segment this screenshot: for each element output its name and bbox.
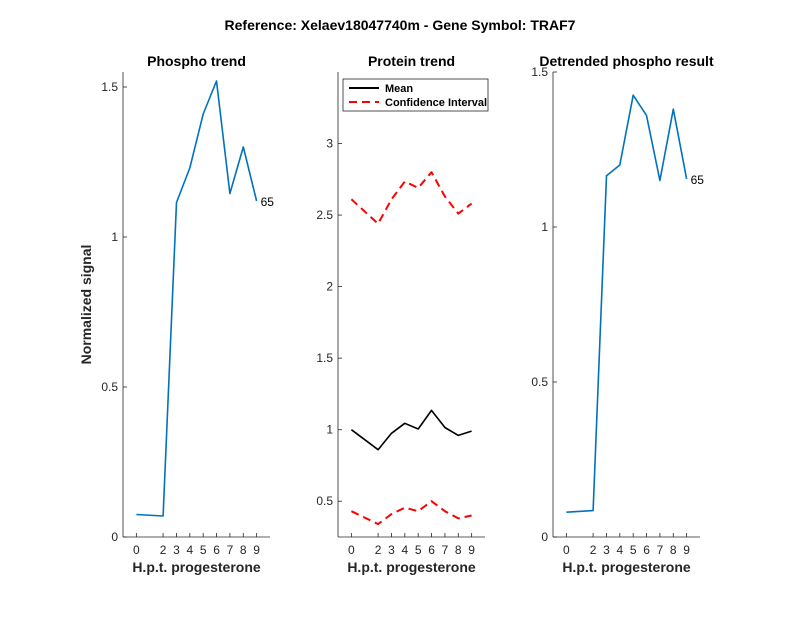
legend: Mean Confidence Interval xyxy=(342,78,489,112)
series-confidence-interval-line xyxy=(350,171,473,225)
y-tick-label: 2 xyxy=(326,280,333,294)
chart-panel-3: 0 0.5 1 1.5 0 2 3 4 5 6 7 8 9 65 Detrended phospho res… xyxy=(531,53,714,575)
x-tick-label: 6 xyxy=(428,543,435,557)
x-tick-label: 3 xyxy=(173,543,180,557)
x-tick-label: 9 xyxy=(683,543,690,557)
end-point-label: 65 xyxy=(261,195,275,209)
series-line-1 xyxy=(136,80,258,517)
x-tick-label: 8 xyxy=(455,543,462,557)
x-tick-label: 3 xyxy=(388,543,395,557)
x-tick-label: 0 xyxy=(563,543,570,557)
chart-panel-1: 0 0.5 1 1.5 0 2 3 4 5 6 7 8 9 65 Phospho trend H.p.t. p… xyxy=(78,53,274,575)
y-tick-label: 0 xyxy=(541,530,548,544)
y-tick-label: 1.5 xyxy=(101,80,118,94)
panel-title: Detrended phospho result xyxy=(539,53,714,69)
x-tick-label: 2 xyxy=(160,543,167,557)
x-tick-label: 9 xyxy=(253,543,260,557)
x-tick-label: 5 xyxy=(630,543,637,557)
x-tick-label: 4 xyxy=(616,543,623,557)
x-tick-label: 6 xyxy=(213,543,220,557)
y-tick-label: 0.5 xyxy=(316,494,333,508)
x-tick-label: 3 xyxy=(603,543,610,557)
panel-title: Phospho trend xyxy=(147,53,246,69)
series-line-3 xyxy=(350,500,472,526)
y-tick-label: 1.5 xyxy=(316,351,333,365)
x-tick-label: 9 xyxy=(468,543,475,557)
x-axis-label: H.p.t. progesterone xyxy=(132,559,261,575)
x-tick-label: 2 xyxy=(590,543,597,557)
y-tick-label: 0.5 xyxy=(101,380,118,394)
x-tick-label: 4 xyxy=(401,543,408,557)
legend-entry-label: Mean xyxy=(385,83,413,95)
x-tick-label: 5 xyxy=(200,543,207,557)
y-tick-label: 2.5 xyxy=(316,208,333,222)
legend-entry-label: Confidence Interval xyxy=(385,97,487,109)
x-tick-label: 2 xyxy=(375,543,382,557)
x-axis-label: H.p.t. progesterone xyxy=(562,559,691,575)
x-tick-label: 6 xyxy=(643,543,650,557)
y-tick-label: 1 xyxy=(111,230,118,244)
legend-box xyxy=(342,78,489,112)
y-tick-label: 0.5 xyxy=(531,375,548,389)
figure-suptitle: Reference: Xelaev18047740m - Gene Symbol… xyxy=(225,17,576,33)
y-axis-label: Normalized signal xyxy=(78,245,94,365)
x-axis-label: H.p.t. progesterone xyxy=(347,559,476,575)
x-tick-label: 8 xyxy=(240,543,247,557)
series-line-1 xyxy=(566,94,688,513)
y-tick-label: 0 xyxy=(111,530,118,544)
y-tick-label: 1 xyxy=(541,220,548,234)
series-mean-line xyxy=(350,409,472,451)
x-tick-label: 7 xyxy=(442,543,449,557)
y-tick-label: 1 xyxy=(326,423,333,437)
x-tick-label: 8 xyxy=(670,543,677,557)
x-tick-label: 4 xyxy=(186,543,193,557)
end-point-label: 65 xyxy=(691,173,705,187)
x-tick-label: 5 xyxy=(415,543,422,557)
panel-title: Protein trend xyxy=(368,53,455,69)
x-tick-label: 0 xyxy=(133,543,140,557)
x-tick-label: 7 xyxy=(227,543,234,557)
x-tick-label: 0 xyxy=(348,543,355,557)
y-tick-label: 1.5 xyxy=(531,65,548,79)
y-tick-label: 3 xyxy=(326,137,333,151)
x-tick-label: 7 xyxy=(657,543,664,557)
